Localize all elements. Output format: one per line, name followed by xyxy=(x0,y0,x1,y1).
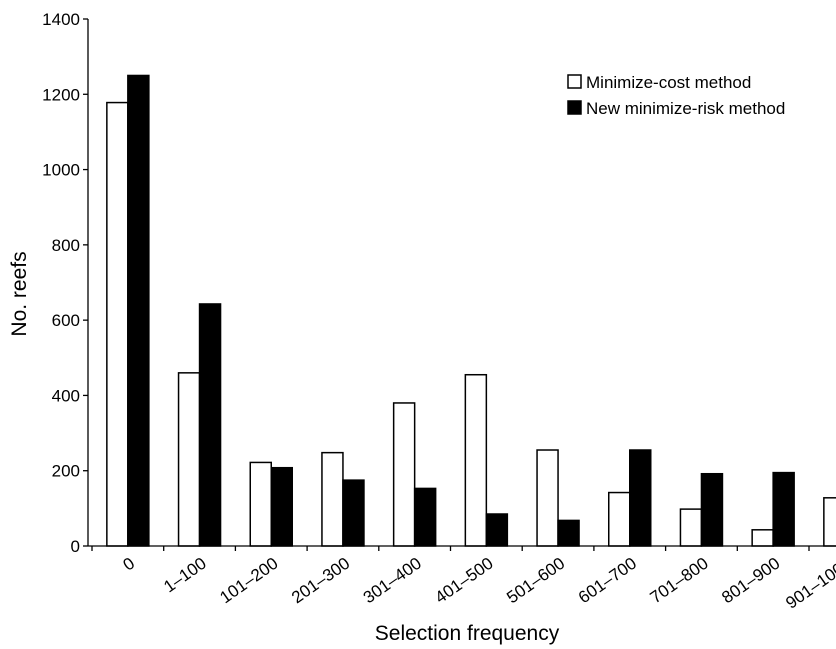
bar-new-minimize-risk xyxy=(557,519,580,547)
bar-new-minimize-risk xyxy=(127,74,150,547)
bar-new-minimize-risk xyxy=(629,449,652,547)
legend-label-new-minimize-risk: New minimize-risk method xyxy=(586,99,785,118)
bar-minimize-cost xyxy=(823,497,836,547)
x-tick-label: 1–100 xyxy=(160,554,210,597)
bar-minimize-cost xyxy=(464,373,488,547)
bars xyxy=(106,74,836,547)
legend-swatch-new-minimize-risk xyxy=(567,100,582,115)
bar-new-minimize-risk xyxy=(270,466,293,547)
x-tick-label: 901–1000 xyxy=(782,554,836,613)
legend-label-minimize-cost: Minimize-cost method xyxy=(586,73,751,92)
y-tick-label: 400 xyxy=(52,386,80,405)
x-tick-label: 301–400 xyxy=(360,554,425,608)
x-tick-label: 101–200 xyxy=(216,554,281,608)
bar-minimize-cost xyxy=(106,101,129,547)
axes xyxy=(87,19,836,547)
x-tick-label: 0 xyxy=(119,554,138,575)
y-tick-label: 600 xyxy=(52,311,80,330)
x-tick-label: 501–600 xyxy=(503,554,568,608)
legend-swatch-minimize-cost xyxy=(567,74,582,89)
y-tick-label: 800 xyxy=(52,236,80,255)
legend: Minimize-cost method New minimize-risk m… xyxy=(567,73,785,118)
bar-minimize-cost xyxy=(608,491,631,547)
bar-minimize-cost xyxy=(321,451,344,547)
bar-new-minimize-risk xyxy=(485,513,509,547)
bar-minimize-cost xyxy=(392,402,416,547)
bar-minimize-cost xyxy=(679,508,703,547)
bar-minimize-cost xyxy=(177,372,201,547)
bar-new-minimize-risk xyxy=(342,479,365,547)
bar-new-minimize-risk xyxy=(413,487,437,547)
bar-new-minimize-risk xyxy=(700,472,724,547)
x-tick-label: 401–500 xyxy=(432,554,497,608)
y-tick-label: 200 xyxy=(52,462,80,481)
x-ticks: 0 1–100 101–200 201–300 301–400 401–500 501–60… xyxy=(91,546,836,613)
x-tick-label: 601–700 xyxy=(575,554,640,608)
x-tick-label: 201–300 xyxy=(288,554,353,608)
y-axis-title: No. reefs xyxy=(8,251,31,336)
bar-new-minimize-risk xyxy=(198,303,222,547)
bar-minimize-cost xyxy=(751,529,774,547)
bar-minimize-cost xyxy=(249,461,272,547)
y-tick-label: 1400 xyxy=(42,10,80,29)
x-tick-label: 801–900 xyxy=(718,554,783,608)
y-tick-label: 1000 xyxy=(42,161,80,180)
x-tick-label: 701–800 xyxy=(647,554,712,608)
y-ticks: 0 200 400 600 800 1000 1200 1400 xyxy=(42,10,88,556)
x-axis-title: Selection frequency xyxy=(375,622,560,645)
bar-minimize-cost xyxy=(536,449,559,547)
y-tick-label: 1200 xyxy=(42,85,80,104)
bar-new-minimize-risk xyxy=(772,471,795,547)
y-tick-label: 0 xyxy=(71,537,80,556)
